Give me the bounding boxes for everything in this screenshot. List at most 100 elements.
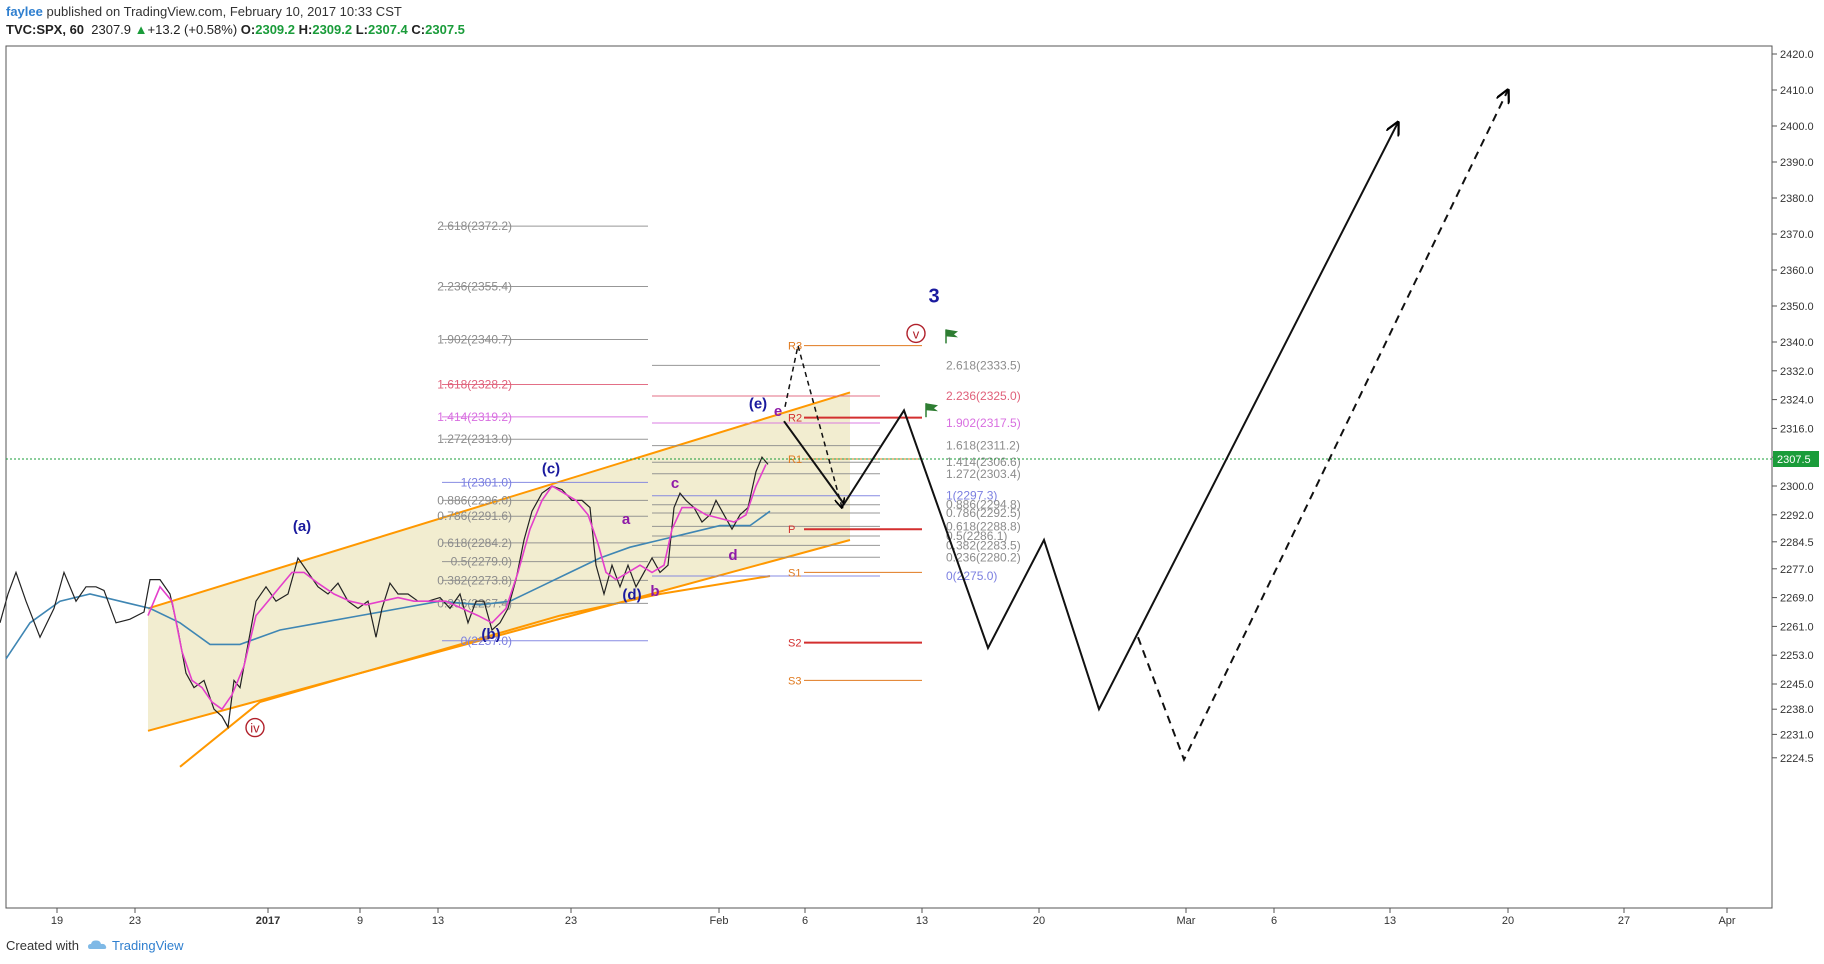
fib-right-level-label: 1(2297.3) (946, 489, 997, 503)
y-axis-tick-label: 2269.0 (1780, 593, 1814, 605)
projection-solid-path (783, 122, 1398, 712)
flag-cloth (946, 329, 958, 338)
x-axis-tick-label: 9 (357, 915, 363, 927)
x-axis-tick-label: Apr (1718, 915, 1735, 927)
y-axis-tick-label: 2224.5 (1780, 753, 1814, 765)
y-axis-tick-label: 2350.0 (1780, 301, 1814, 313)
wave-label: a (622, 511, 631, 528)
y-axis-tick-label: 2410.0 (1780, 85, 1814, 97)
x-axis-tick-label: Mar (1177, 915, 1196, 927)
circled-wave-label: iv (245, 717, 265, 738)
high-label: H: (298, 22, 313, 37)
fib-left-level-label: 1(2301.0) (461, 475, 512, 489)
y-axis-tick-label: 2245.0 (1780, 679, 1814, 691)
fib-right-level-label: 1.272(2303.4) (946, 467, 1021, 481)
wave-circle (906, 323, 926, 344)
fib-left-level-label: 0.5(2279.0) (451, 555, 512, 569)
fib-right-level-label: 1.618(2311.2) (946, 439, 1020, 453)
wave-label: c (671, 475, 679, 492)
published-text: published on TradingView.com, February 1… (46, 4, 402, 19)
y-axis-tick-label: 2390.0 (1780, 157, 1814, 169)
wave-circle-text: v (913, 326, 920, 341)
y-axis-tick-label: 2284.5 (1780, 537, 1814, 549)
wave-label: e (774, 403, 782, 420)
ema-slow-line (5, 510, 771, 660)
wave-label: d (728, 547, 737, 564)
pivot-label: R2 (788, 413, 802, 425)
author-link[interactable]: faylee (6, 4, 43, 19)
low-label: L: (355, 22, 369, 37)
fib-right-level-label: 0.618(2288.8) (946, 519, 1021, 533)
wave-circle-text: iv (250, 721, 260, 736)
fib-right-level-label: 0.382(2283.5) (946, 538, 1021, 552)
change-value: +13.2 (+0.58%) (147, 22, 238, 37)
wave-label: (b) (481, 626, 500, 643)
pivot-label: S3 (788, 675, 801, 687)
open-label: O: (240, 22, 256, 37)
y-axis-tick-label: 2253.0 (1780, 650, 1814, 662)
wave-label: 3 (928, 285, 939, 307)
circled-wave-label: v (906, 323, 926, 344)
wave-label: b (650, 583, 659, 600)
x-axis-tick-label: 6 (1271, 915, 1277, 927)
fib-right-level-label: 0.236(2280.2) (946, 550, 1021, 564)
triangle-up-icon: ▲ (134, 22, 148, 37)
x-axis-tick-label: Feb (710, 915, 729, 927)
wave-label: (a) (293, 518, 311, 535)
publish-info: faylee published on TradingView.com, Feb… (6, 4, 402, 19)
y-axis-tick-label: 2400.0 (1780, 121, 1814, 133)
fib-left-level-label: 1.414(2319.2) (437, 410, 512, 424)
x-axis-tick-label: 13 (1384, 915, 1396, 927)
pivot-label: R3 (788, 341, 802, 353)
symbol-label[interactable]: TVC:SPX, 60 (6, 22, 85, 37)
y-axis-tick-label: 2238.0 (1780, 704, 1814, 716)
moving-average-orange (179, 575, 771, 768)
y-axis-tick-label: 2231.0 (1780, 729, 1814, 741)
projection-dashed-long-path (1137, 90, 1508, 763)
close-label: C: (411, 22, 426, 37)
fib-left-level-label: 0.786(2291.6) (437, 509, 512, 523)
y-axis-tick-label: 2370.0 (1780, 229, 1814, 241)
close-value: 2307.5 (425, 22, 465, 37)
price-line (0, 456, 769, 730)
tradingview-brand[interactable]: TradingView (112, 938, 184, 953)
projection-dashed-path (784, 345, 842, 508)
x-axis-tick-label: 27 (1618, 915, 1630, 927)
last-price-badge-label: 2307.5 (1777, 454, 1811, 466)
last-price-badge (1773, 451, 1819, 467)
low-value: 2307.4 (368, 22, 408, 37)
symbol-info: TVC:SPX, 60 2307.9 ▲+13.2 (+0.58%) O:230… (6, 22, 465, 37)
pivot-label: R1 (788, 454, 802, 466)
flag-icon (925, 403, 938, 418)
y-axis-tick-label: 2300.0 (1780, 481, 1814, 493)
fib-left-level-label: 0.618(2284.2) (437, 536, 512, 550)
fib-left-level-label: 2.236(2355.4) (437, 280, 512, 294)
y-axis-tick-label: 2380.0 (1780, 193, 1814, 205)
fib-left-level-label: 1.902(2340.7) (437, 332, 512, 346)
flag-cloth (926, 403, 938, 412)
x-axis-tick-label: 23 (129, 915, 141, 927)
y-axis-tick-label: 2261.0 (1780, 621, 1814, 633)
x-axis-tick-label: 20 (1033, 915, 1045, 927)
y-axis-tick-label: 2332.0 (1780, 366, 1814, 378)
plot-border (5, 45, 1773, 909)
y-axis-tick-label: 2316.0 (1780, 423, 1814, 435)
pivot-label: P (788, 524, 795, 536)
y-axis-tick-label: 2340.0 (1780, 337, 1814, 349)
footer: Created with TradingView (6, 938, 184, 953)
ema-fast-line (147, 464, 767, 711)
chart-header: faylee published on TradingView.com, Feb… (0, 0, 1824, 40)
wave-circle (245, 717, 265, 738)
x-axis-tick-label: 2017 (256, 915, 280, 927)
tradingview-cloud-icon (87, 940, 106, 949)
wave-label: (e) (749, 396, 767, 413)
created-with-text: Created with (6, 938, 79, 953)
channel-lower-line (147, 539, 851, 732)
x-axis-tick-label: 6 (802, 915, 808, 927)
fib-left-level-label: 0(2257.0) (461, 634, 512, 648)
fib-left-level-label: 0.886(2296.0) (437, 493, 512, 507)
fib-right-level-label: 0.886(2294.8) (946, 498, 1021, 512)
x-axis-tick-label: 13 (916, 915, 928, 927)
y-axis-tick-label: 2420.0 (1780, 49, 1814, 61)
